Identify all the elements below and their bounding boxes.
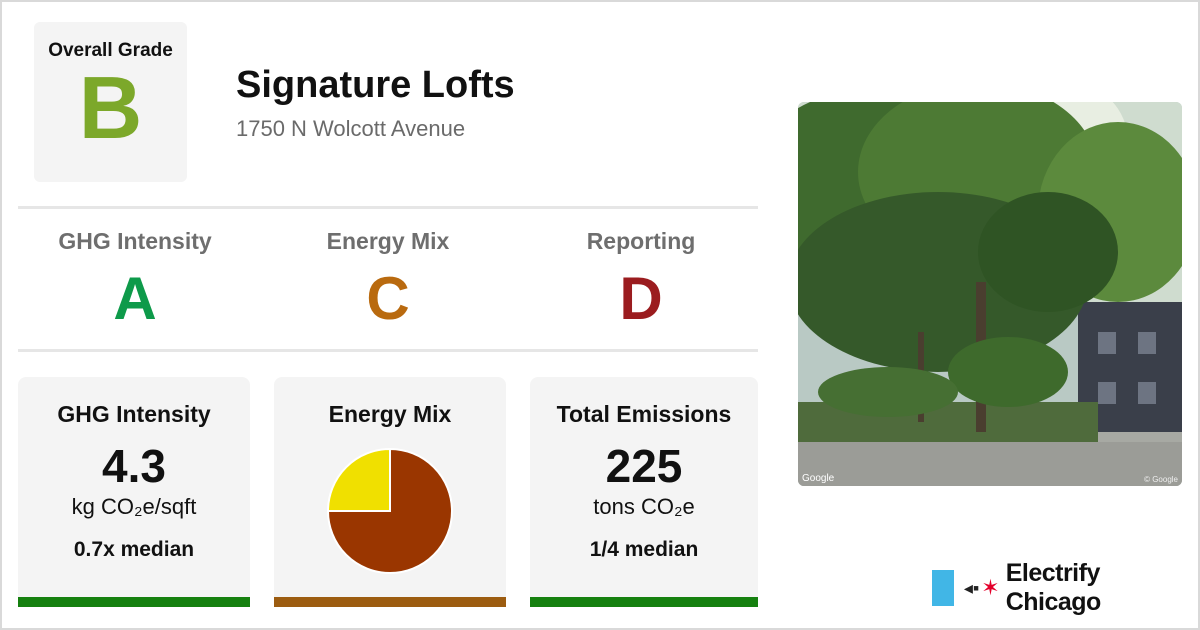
card-color-bar [274, 597, 506, 607]
grade-reporting-label: Reporting [586, 228, 696, 254]
google-watermark: Google [802, 473, 835, 484]
grade-energy-label: Energy Mix [326, 228, 450, 254]
grade-ghg-label: GHG Intensity [58, 228, 212, 254]
card-value: 225 [605, 440, 683, 492]
card-unit: kg CO₂e/sqft [71, 494, 197, 519]
chicago-star-icon: ✶ [981, 575, 1000, 600]
pie-slice-1 [326, 447, 391, 512]
energy-mix-card: Energy Mix [274, 377, 506, 607]
google-copyright: © Google [1144, 475, 1178, 484]
building-name: Signature Lofts [236, 64, 515, 106]
card-median: 1/4 median [589, 538, 699, 561]
divider [18, 206, 758, 209]
grade-energy-mix: Energy Mix C [268, 228, 508, 329]
brand-name: Electrify Chicago [1005, 559, 1102, 616]
building-street-photo: Google © Google [798, 102, 1182, 486]
electrify-chicago-logo: ◂▪ ✶ Electrify Chicago [932, 559, 1200, 616]
card-unit: tons CO₂e [593, 494, 695, 519]
grade-ghg-intensity: GHG Intensity A [15, 228, 255, 329]
grade-energy-letter: C [366, 265, 410, 332]
plug-icon: ◂▪ [963, 577, 980, 598]
grade-reporting-letter: D [619, 265, 663, 332]
card-title: GHG Intensity [57, 401, 211, 427]
overall-grade-box: Overall Grade B [34, 22, 187, 182]
card-median: 0.7x median [73, 538, 195, 561]
ghg-intensity-card: GHG Intensity 4.3 kg CO₂e/sqft 0.7x medi… [18, 377, 250, 607]
energy-mix-pie-chart [326, 447, 453, 574]
building-address: 1750 N Wolcott Avenue [236, 116, 466, 141]
chicago-flag-icon [932, 570, 954, 606]
card-value: 4.3 [102, 440, 166, 492]
card-title: Total Emissions [556, 401, 732, 427]
card-color-bar [18, 597, 250, 607]
total-emissions-card: Total Emissions 225 tons CO₂e 1/4 median [530, 377, 758, 607]
card-title: Energy Mix [328, 401, 452, 427]
overall-grade-letter: B [78, 58, 143, 157]
grade-reporting: Reporting D [521, 228, 761, 329]
card-color-bar [530, 597, 758, 607]
divider [18, 349, 758, 352]
overall-grade-label: Overall Grade [48, 40, 173, 61]
street-view-image [798, 102, 1182, 486]
grade-ghg-letter: A [113, 265, 157, 332]
